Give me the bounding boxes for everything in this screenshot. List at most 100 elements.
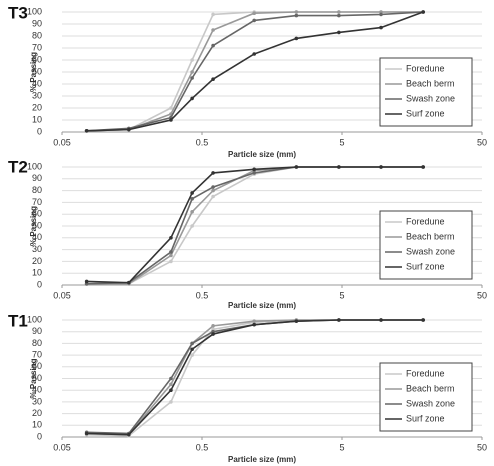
x-tick-label: 5: [339, 137, 344, 147]
y-tick-label: 10: [32, 268, 42, 278]
y-tick-label: 70: [32, 42, 42, 52]
y-tick-label: 30: [32, 396, 42, 406]
data-point: [190, 58, 194, 62]
data-point: [379, 165, 383, 169]
data-point: [169, 253, 173, 258]
data-point: [211, 188, 215, 193]
y-tick-label: 30: [32, 244, 42, 254]
data-point: [337, 10, 341, 14]
data-point: [337, 30, 341, 35]
data-point: [190, 224, 194, 228]
y-tick-label: 50: [32, 373, 42, 383]
x-tick-label: 0.5: [196, 442, 209, 452]
y-tick-label: 70: [32, 349, 42, 359]
x-tick-label: 50: [477, 137, 487, 147]
data-point: [211, 28, 215, 32]
x-tick-label: 50: [477, 442, 487, 452]
y-tick-label: 80: [32, 185, 42, 195]
data-point: [84, 431, 89, 436]
data-point: [169, 400, 173, 404]
data-point: [211, 194, 215, 199]
y-tick-label: 70: [32, 197, 42, 207]
y-tick-label: 100: [27, 161, 42, 171]
legend-label: Surf zone: [406, 108, 445, 118]
y-tick-label: 20: [32, 256, 42, 266]
data-point: [84, 279, 89, 284]
data-point: [169, 118, 173, 122]
y-tick-label: 80: [32, 338, 42, 348]
data-point: [190, 197, 194, 201]
x-tick-label: 0.5: [196, 290, 209, 300]
data-point: [252, 171, 257, 175]
y-tick-label: 0: [37, 431, 42, 441]
y-axis-label: % Passing: [29, 52, 38, 92]
data-point: [190, 347, 194, 352]
y-tick-label: 100: [27, 6, 42, 16]
panel-title: T3: [8, 3, 28, 22]
x-axis-label: Particle size (mm): [228, 150, 296, 159]
legend-label: Swash zone: [406, 398, 455, 408]
y-tick-label: 40: [32, 232, 42, 242]
data-point: [252, 52, 257, 56]
x-tick-label: 5: [339, 442, 344, 452]
data-point: [211, 171, 215, 175]
data-point: [211, 43, 215, 48]
legend-label: Surf zone: [406, 261, 445, 271]
data-point: [337, 318, 341, 322]
data-point: [190, 191, 194, 195]
data-point: [252, 167, 257, 172]
legend-label: Surf zone: [406, 413, 445, 423]
y-tick-label: 90: [32, 173, 42, 183]
y-axis-label: % Passing: [29, 206, 38, 246]
data-point: [169, 382, 173, 387]
data-point: [190, 70, 194, 74]
data-point: [169, 236, 173, 240]
series-line: [86, 319, 424, 436]
data-point: [169, 388, 173, 393]
data-point: [190, 353, 194, 357]
legend-label: Beach berm: [406, 383, 455, 393]
data-point: [421, 10, 425, 14]
data-point: [421, 165, 425, 169]
y-tick-label: 40: [32, 78, 42, 88]
data-point: [190, 210, 194, 214]
series-line: [86, 11, 424, 132]
x-tick-label: 0.05: [53, 137, 71, 147]
y-tick-label: 0: [37, 126, 42, 136]
y-tick-label: 90: [32, 18, 42, 28]
data-point: [211, 324, 215, 328]
data-point: [252, 319, 257, 323]
y-tick-label: 10: [32, 114, 42, 124]
data-point: [84, 129, 89, 133]
x-tick-label: 0.05: [53, 290, 71, 300]
x-axis-label: Particle size (mm): [228, 455, 296, 464]
data-point: [126, 280, 131, 285]
x-tick-label: 0.5: [196, 137, 209, 147]
y-axis-label: % Passing: [29, 358, 38, 398]
data-point: [294, 10, 299, 14]
legend-label: Swash zone: [406, 246, 455, 256]
data-point: [169, 259, 173, 264]
x-tick-label: 50: [477, 290, 487, 300]
y-tick-label: 80: [32, 30, 42, 40]
data-point: [421, 318, 425, 322]
legend-label: Beach berm: [406, 231, 455, 241]
y-tick-label: 60: [32, 209, 42, 219]
panel-title: T1: [8, 311, 28, 330]
y-tick-label: 50: [32, 66, 42, 76]
y-tick-label: 90: [32, 326, 42, 336]
data-point: [294, 165, 299, 169]
legend-label: Swash zone: [406, 93, 455, 103]
series-line: [86, 11, 424, 132]
data-point: [169, 106, 173, 110]
data-point: [126, 432, 131, 437]
x-tick-label: 5: [339, 290, 344, 300]
x-tick-label: 0.05: [53, 442, 71, 452]
y-tick-label: 100: [27, 314, 42, 324]
data-point: [294, 13, 299, 18]
y-tick-label: 20: [32, 102, 42, 112]
data-point: [190, 341, 194, 346]
legend-label: Foredune: [406, 368, 445, 378]
data-point: [294, 36, 299, 41]
